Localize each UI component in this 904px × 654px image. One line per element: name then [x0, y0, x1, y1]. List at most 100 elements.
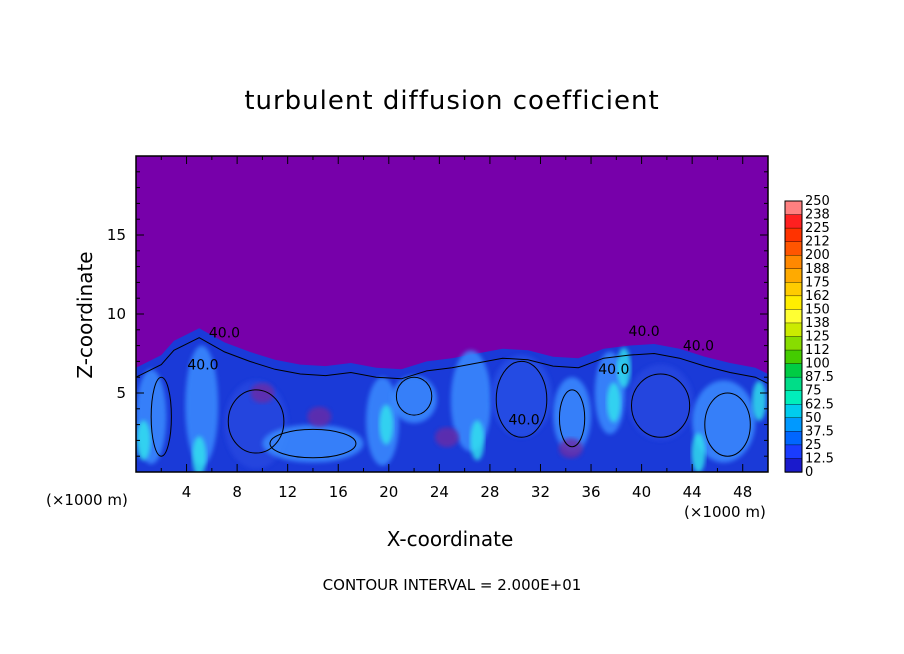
colorbar-label: 62.5	[805, 397, 834, 412]
colorbar-label: 200	[805, 248, 830, 263]
colorbar-bin	[784, 404, 803, 419]
colorbar-label: 0	[805, 465, 813, 480]
low-diffusion-region	[250, 383, 275, 403]
contour-line	[227, 389, 285, 454]
colorbar-bin	[784, 336, 803, 351]
colorbar-label: 238	[805, 208, 830, 223]
chart-title: turbulent diffusion coefficient	[244, 86, 660, 116]
x-tick-label: 44	[683, 483, 702, 501]
colorbar-label: 212	[805, 235, 830, 250]
high-diffusion-region	[606, 382, 621, 423]
colorbar-label: 50	[805, 411, 822, 426]
contour-line	[704, 392, 751, 457]
x-axis-label: X-coordinate	[386, 527, 514, 551]
colorbar-label: 150	[805, 302, 830, 317]
x-tick-label: 8	[232, 483, 242, 501]
x-tick-label: 20	[379, 483, 398, 501]
contour-line	[269, 428, 357, 459]
contour-label-layer: 40.0 40.0 40.0 40.0 40.0 40.0	[187, 324, 714, 428]
y-axis-label: Z-coordinate	[73, 251, 97, 379]
contour-label: 40.0	[209, 326, 240, 342]
colorbar-label: 75	[805, 384, 822, 399]
contour-line	[150, 376, 172, 457]
colorbar-label: 25	[805, 438, 822, 453]
colorbar-bin	[784, 295, 803, 311]
colorbar: 2502382252122001881751621501381251121008…	[784, 194, 834, 480]
colorbar-bin	[784, 458, 803, 473]
x-tick-label: 32	[531, 483, 550, 501]
turbulent-cell	[262, 424, 364, 463]
colorbar-bin	[784, 390, 803, 405]
colorbar-label: 225	[805, 221, 830, 236]
high-diffusion-region	[691, 433, 706, 472]
y-tick-label: 10	[107, 305, 126, 323]
colorbar-label: 125	[805, 330, 830, 345]
x-units-right: (×1000 m)	[684, 503, 766, 521]
colorbar-label: 162	[805, 289, 830, 304]
y-tick-label: 5	[116, 384, 126, 402]
colorbar-bin	[784, 417, 803, 433]
high-diffusion-region	[616, 347, 631, 388]
colorbar-label: 188	[805, 262, 830, 277]
x-tick-label: 24	[430, 483, 449, 501]
colorbar-bin	[784, 309, 803, 324]
colorbar-label: 250	[805, 194, 830, 209]
colorbar-label: 112	[805, 343, 830, 358]
y-axis: 5 10 15	[107, 171, 768, 457]
colorbar-bin	[784, 349, 803, 365]
colorbar-bin	[784, 431, 803, 446]
x-tick-label: 40	[632, 483, 651, 501]
colorbar-frame	[784, 200, 803, 473]
high-diffusion-region	[470, 420, 485, 461]
x-tick-label: 28	[480, 483, 499, 501]
turbulent-cell	[185, 345, 219, 466]
contour-line	[136, 337, 768, 384]
contour-layer	[136, 337, 768, 459]
colorbar-bin	[784, 363, 803, 378]
turbulent-cell	[391, 375, 437, 424]
contour-interval-note: CONTOUR INTERVAL = 2.000E+01	[322, 576, 582, 594]
contour-label: 40.0	[683, 338, 714, 354]
colorbar-bin	[784, 282, 803, 297]
high-diffusion-region	[192, 436, 207, 472]
colorbar-label: 175	[805, 275, 830, 290]
x-axis: 4 8 12 16 20 24 28 32 36 40 44 48	[160, 156, 752, 501]
colorbar-bin	[784, 376, 803, 392]
low-diffusion-region	[307, 406, 332, 427]
contour-line	[395, 376, 433, 416]
colorbar-bin	[784, 241, 803, 256]
field-layer	[136, 328, 768, 472]
low-diffusion-region	[558, 438, 583, 459]
contour-line	[630, 373, 691, 438]
colorbar-bin	[784, 268, 803, 284]
contour-label: 40.0	[187, 357, 218, 373]
colorbar-label: 100	[805, 357, 830, 372]
colorbar-bin	[784, 200, 803, 216]
turbulent-cell	[627, 364, 694, 441]
colorbar-label: 87.5	[805, 370, 834, 385]
contour-label: 40.0	[508, 413, 539, 429]
contour-label: 40.0	[598, 362, 629, 378]
x-tick-label: 48	[733, 483, 752, 501]
high-diffusion-region	[136, 420, 151, 461]
colorbar-bin	[784, 254, 803, 270]
contour-line	[495, 360, 548, 438]
colorbar-bin	[784, 444, 803, 460]
colorbar-label: 37.5	[805, 424, 834, 439]
colorbar-bin	[784, 227, 803, 243]
high-diffusion-region	[752, 380, 767, 421]
x-tick-label: 16	[329, 483, 348, 501]
low-diffusion-region	[434, 427, 459, 448]
colorbar-bin	[784, 214, 803, 229]
x-tick-label: 4	[182, 483, 192, 501]
colorbar-bin	[784, 322, 803, 338]
contour-label: 40.0	[629, 324, 660, 340]
x-units-left: (×1000 m)	[46, 491, 128, 509]
x-tick-label: 36	[581, 483, 600, 501]
colorbar-label: 12.5	[805, 451, 834, 466]
contour-line	[558, 389, 586, 448]
turbulent-cell	[553, 377, 592, 454]
colorbar-label: 138	[805, 316, 830, 331]
